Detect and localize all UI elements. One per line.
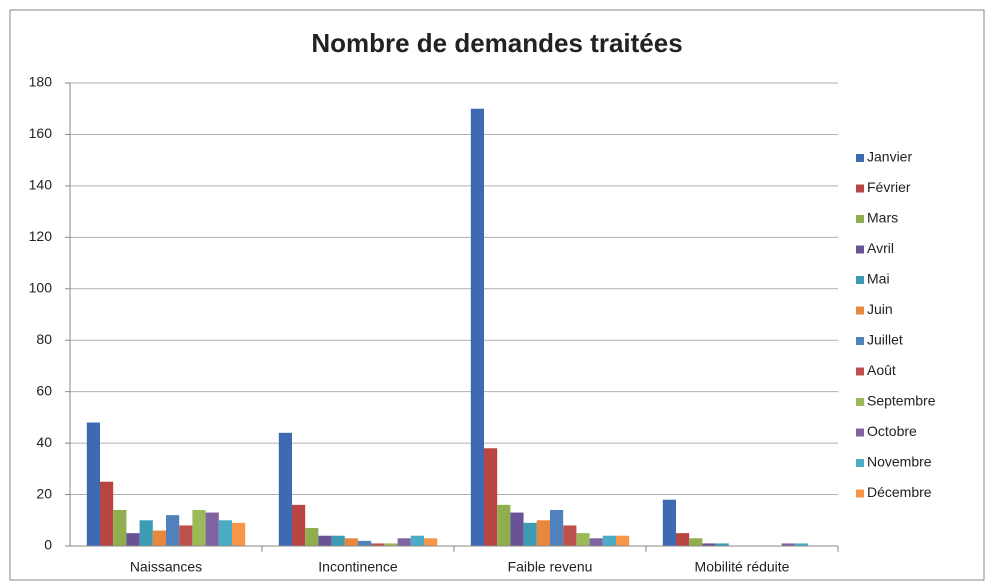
legend-label: Mars [867, 210, 898, 226]
bar [702, 543, 716, 546]
y-tick-label: 40 [36, 434, 52, 450]
y-tick-label: 20 [36, 485, 52, 501]
bar [715, 543, 729, 546]
legend-label: Juin [867, 301, 893, 317]
legend-swatch [856, 459, 864, 467]
legend-swatch [856, 306, 864, 315]
bar [232, 522, 246, 546]
legend-swatch [856, 184, 864, 193]
x-tick-label: Faible revenu [508, 559, 593, 575]
bar [100, 481, 114, 546]
bar [371, 543, 385, 546]
bar [550, 509, 564, 546]
bar [397, 538, 411, 546]
legend-label: Février [867, 179, 911, 195]
legend-swatch [856, 245, 864, 254]
bar [179, 525, 193, 546]
legend-swatch [856, 367, 864, 376]
legend-label: Avril [867, 240, 894, 256]
bar [278, 432, 292, 546]
bar [616, 535, 630, 546]
bar [166, 515, 180, 546]
bar [358, 540, 372, 546]
bar [410, 535, 424, 546]
legend-label: Juillet [867, 332, 903, 348]
bar [139, 520, 153, 546]
y-tick-label: 180 [29, 74, 53, 90]
bar [689, 538, 703, 546]
y-tick-label: 120 [29, 228, 53, 244]
x-tick-label: Naissances [130, 559, 202, 575]
bar [510, 512, 524, 546]
bar [384, 543, 398, 546]
bar [470, 108, 484, 546]
y-tick-label: 100 [29, 279, 53, 295]
y-tick-label: 0 [44, 537, 52, 553]
bar [484, 448, 498, 546]
bar [676, 533, 690, 546]
y-tick-label: 80 [36, 331, 52, 347]
bar [523, 522, 537, 546]
bar [497, 504, 511, 546]
bar [424, 538, 438, 546]
x-tick-label: Incontinence [318, 559, 398, 575]
bar [536, 520, 550, 546]
bar [662, 499, 676, 546]
legend-label: Décembre [867, 484, 932, 500]
bar [331, 535, 345, 546]
legend-swatch [856, 398, 864, 406]
bar [292, 504, 306, 546]
bar [205, 512, 219, 546]
legend-swatch [856, 154, 864, 162]
legend-swatch [856, 215, 864, 223]
y-tick-label: 60 [36, 382, 52, 398]
legend-swatch [856, 276, 864, 284]
legend-swatch [856, 337, 864, 345]
y-tick-label: 140 [29, 177, 53, 193]
chart-title: Nombre de demandes traitées [311, 28, 682, 58]
legend-label: Mai [867, 271, 890, 287]
bar [563, 525, 577, 546]
bar [218, 520, 232, 546]
bar [318, 535, 332, 546]
x-tick-label: Mobilité réduite [695, 559, 790, 575]
legend-label: Septembre [867, 393, 936, 409]
legend-label: Octobre [867, 423, 917, 439]
legend-label: Août [867, 362, 896, 378]
bar [305, 527, 319, 546]
bar [86, 422, 100, 546]
bar [576, 533, 590, 546]
legend-swatch [856, 428, 864, 437]
legend-label: Novembre [867, 454, 932, 470]
bar [113, 509, 127, 546]
y-tick-label: 160 [29, 125, 53, 141]
bar [781, 543, 795, 546]
legend-label: Janvier [867, 149, 912, 165]
bar [152, 530, 166, 546]
legend-swatch [856, 489, 864, 498]
bar [344, 538, 358, 546]
bar [192, 509, 206, 546]
bar [126, 533, 140, 546]
bar [589, 538, 603, 546]
bar [794, 543, 808, 546]
bar [602, 535, 616, 546]
